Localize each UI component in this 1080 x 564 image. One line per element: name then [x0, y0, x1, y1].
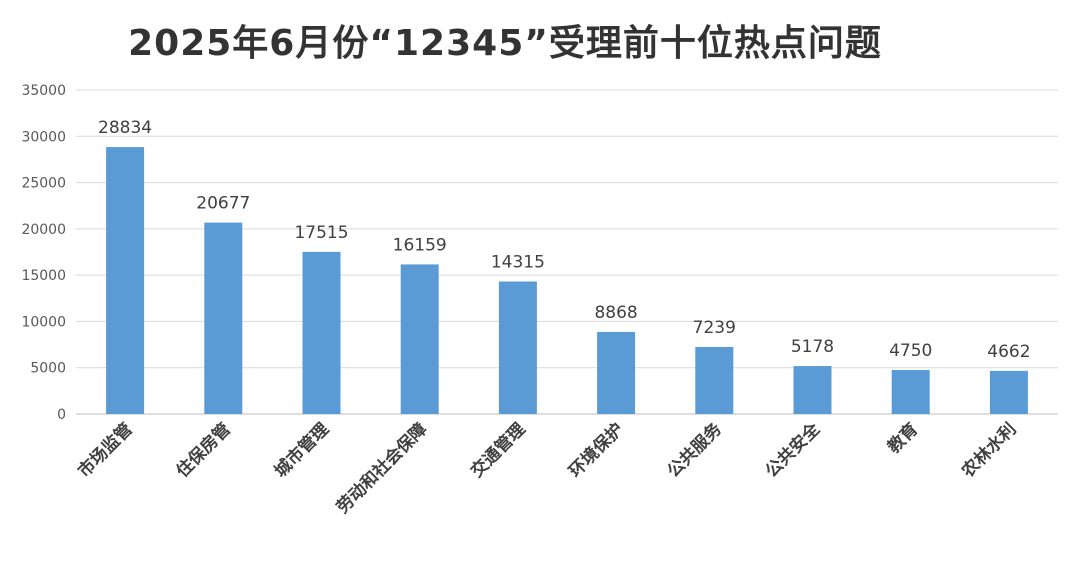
y-tick-label: 25000 — [21, 176, 66, 192]
x-tick-label: 环境保护 — [565, 419, 628, 482]
y-axis-ticks: 0 5000 10000 15000 20000 25000 30000 35000 — [21, 83, 66, 423]
data-label: 14315 — [491, 252, 545, 272]
bar — [498, 281, 537, 414]
bar — [891, 370, 930, 414]
data-label: 17515 — [294, 223, 348, 243]
x-tick-label: 教育 — [883, 419, 923, 459]
y-tick-label: 20000 — [21, 222, 66, 238]
y-tick-label: 15000 — [21, 268, 66, 284]
bar — [793, 366, 832, 414]
data-label: 7239 — [693, 318, 736, 338]
chart-title: 2025年6月份“12345”受理前十位热点问题 — [128, 23, 882, 64]
data-label: 20677 — [196, 194, 250, 214]
x-tick-label: 城市管理 — [270, 419, 333, 482]
data-label: 16159 — [393, 235, 447, 255]
data-label: 4750 — [889, 341, 932, 361]
data-label: 4662 — [987, 342, 1030, 362]
x-tick-label: 住保房管 — [172, 419, 235, 482]
data-label: 8868 — [594, 303, 637, 323]
bar — [989, 370, 1028, 414]
x-axis-ticks: 市场监管 住保房管 城市管理 劳动和社会保障 交通管理 环境保护 公共服务 公共安全 教育 农林水… — [74, 418, 1021, 518]
y-tick-label: 0 — [57, 407, 66, 423]
x-tick-label: 公共安全 — [761, 418, 825, 482]
data-label: 5178 — [791, 337, 834, 357]
y-tick-label: 5000 — [30, 361, 66, 377]
x-tick-label: 交通管理 — [467, 419, 530, 482]
bar — [400, 264, 439, 414]
bar — [106, 147, 145, 415]
bar — [302, 251, 341, 414]
bar — [597, 331, 636, 414]
y-tick-label: 30000 — [21, 129, 66, 145]
data-labels: 28834 20677 17515 16159 14315 8868 7239 5178 475… — [98, 118, 1030, 362]
bar — [204, 222, 243, 414]
x-tick-label: 农林水利 — [957, 419, 1021, 483]
x-tick-label: 公共服务 — [663, 418, 727, 482]
data-label: 28834 — [98, 118, 152, 138]
bar — [695, 346, 734, 414]
y-tick-label: 10000 — [21, 314, 66, 330]
y-tick-label: 35000 — [21, 83, 66, 99]
x-tick-label: 市场监管 — [74, 419, 137, 482]
x-tick-label: 劳动和社会保障 — [332, 419, 431, 518]
bars — [106, 147, 1028, 415]
